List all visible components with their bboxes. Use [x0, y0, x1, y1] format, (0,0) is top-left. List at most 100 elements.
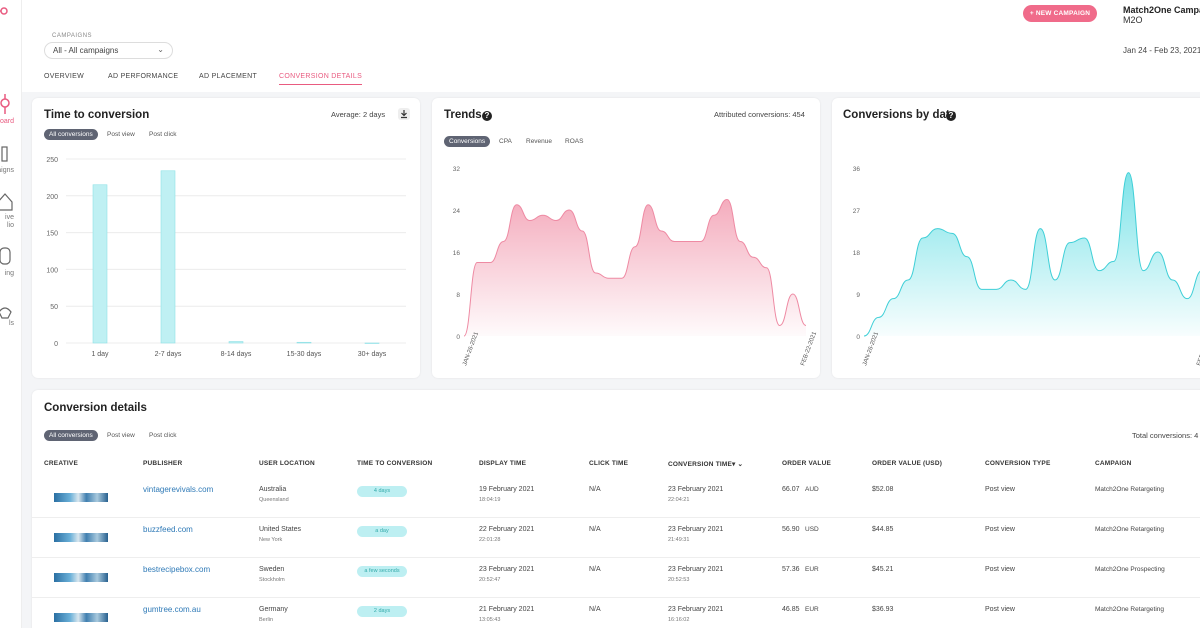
publisher-link[interactable]: gumtree.com.au — [143, 605, 201, 614]
pill-conversions[interactable]: Conversions — [444, 136, 491, 147]
col-campaign: CAMPAIGN — [1095, 460, 1132, 467]
conversion-date: 23 February 2021 — [668, 566, 724, 573]
user-country: United States — [259, 526, 302, 533]
campaigns-label: CAMPAIGNS — [52, 33, 93, 39]
pill-post-click[interactable]: Post click — [149, 432, 177, 439]
tab-overview[interactable]: OVERVIEW — [44, 73, 85, 80]
table-row[interactable]: gumtree.com.au Germany Berlin 2 days 21 Febr… — [32, 598, 1200, 628]
pill-post-click[interactable]: Post click — [149, 131, 177, 138]
user-city: Berlin — [259, 617, 274, 623]
account-name[interactable]: Match2One Campa — [1123, 5, 1200, 15]
pill-post-view[interactable]: Post view — [107, 131, 135, 138]
conversion-details-title: Conversion details — [44, 402, 147, 414]
bar — [160, 170, 176, 344]
campaign-name: Match2One Retargeting — [1095, 486, 1165, 493]
download-icon[interactable] — [398, 108, 410, 120]
sidebar-label-tracking[interactable]: ing — [4, 270, 14, 277]
creative-thumbnail[interactable] — [54, 573, 108, 582]
tools-icon[interactable] — [0, 302, 16, 324]
table-row[interactable]: bestrecipebox.com Sweden Stockholm a few se… — [32, 558, 1200, 598]
display-time: 20:52:47 — [479, 577, 501, 583]
campaign-name: Match2One Retargeting — [1095, 606, 1165, 613]
campaign-select[interactable]: All - All campaigns ⌄ — [44, 42, 173, 59]
order-value: 57.36 — [782, 566, 800, 573]
sidebar-label-creative[interactable]: ive — [5, 214, 14, 221]
y-tick-label: 9 — [856, 292, 860, 299]
creative-thumbnail[interactable] — [54, 533, 108, 542]
user-country: Sweden — [259, 566, 285, 573]
order-value-usd: $45.21 — [872, 566, 894, 573]
conversion-date: 23 February 2021 — [668, 486, 724, 493]
creative-studio-icon[interactable] — [0, 190, 16, 212]
y-tick-label: 18 — [853, 250, 861, 257]
y-tick-label: 8 — [456, 292, 460, 299]
order-value-usd: $52.08 — [872, 486, 894, 493]
tracking-icon[interactable] — [0, 245, 16, 267]
col-conversion-time[interactable]: CONVERSION TIME▾ ⌄ — [668, 461, 744, 468]
y-tick-label: 16 — [453, 250, 461, 257]
col-user-location: USER LOCATION — [259, 460, 315, 467]
trends-title: Trends — [444, 109, 482, 121]
pill-roas[interactable]: ROAS — [565, 138, 584, 145]
pill-all-conversions[interactable]: All conversions — [44, 430, 98, 441]
creative-thumbnail[interactable] — [54, 493, 108, 502]
conversion-time: 20:52:53 — [668, 577, 690, 583]
order-value: 56.90 — [782, 526, 800, 533]
order-value: 46.85 — [782, 606, 800, 613]
publisher-link[interactable]: buzzfeed.com — [143, 525, 193, 534]
series-line — [463, 198, 807, 337]
display-date: 22 February 2021 — [479, 526, 535, 533]
y-tick-label: 250 — [46, 157, 58, 164]
click-time: N/A — [589, 526, 601, 533]
publisher-link[interactable]: vintagerevivals.com — [143, 485, 214, 494]
order-currency: AUD — [805, 486, 819, 493]
col-conversion-type: CONVERSION TYPE — [985, 460, 1051, 467]
click-time: N/A — [589, 486, 601, 493]
order-value-usd: $36.93 — [872, 606, 894, 613]
y-tick-label: 0 — [856, 334, 860, 341]
tab-ad-placement[interactable]: AD PLACEMENT — [199, 73, 258, 80]
order-currency: EUR — [805, 566, 819, 573]
user-city: New York — [259, 537, 283, 543]
sidebar-label-campaigns[interactable]: aigns — [0, 167, 14, 174]
pill-cpa[interactable]: CPA — [499, 138, 512, 145]
new-campaign-button[interactable]: + NEW CAMPAIGN — [1023, 5, 1097, 22]
publisher-link[interactable]: bestrecipebox.com — [143, 565, 211, 574]
tab-conversion-details[interactable]: CONVERSION DETAILS — [279, 73, 363, 85]
attributed-conversions: Attributed conversions: 454 — [714, 110, 805, 119]
y-tick-label: 50 — [50, 304, 58, 311]
table-row[interactable]: vintagerevivals.com Australia Queensland 4 … — [32, 478, 1200, 518]
display-time: 13:05:43 — [479, 617, 501, 623]
time-to-conversion-card: Time to conversion Average: 2 days All c… — [32, 98, 420, 378]
sidebar-label-tools[interactable]: ls — [8, 320, 14, 327]
x-tick-label: 1 day — [91, 351, 109, 358]
conversion-time: 16:16:02 — [668, 617, 690, 623]
pill-revenue[interactable]: Revenue — [526, 138, 553, 145]
order-currency: EUR — [805, 606, 819, 613]
y-tick-label: 100 — [46, 267, 58, 274]
conversions-by-date-card: Conversions by date ? 0 9 18 27 36 JAN-26-202… — [832, 98, 1200, 378]
sidebar-label-dashboard[interactable]: board — [0, 118, 14, 125]
campaign-select-value: All - All campaigns — [53, 46, 119, 55]
y-tick-label: 27 — [853, 208, 861, 215]
time-to-conversion-badge: 2 days — [357, 606, 407, 617]
pill-all-conversions[interactable]: All conversions — [44, 129, 98, 140]
help-icon[interactable]: ? — [946, 111, 956, 121]
tab-ad-performance[interactable]: AD PERFORMANCE — [108, 73, 179, 80]
table-row[interactable]: buzzfeed.com United States New York a day 22… — [32, 518, 1200, 558]
y-tick-label: 36 — [853, 166, 861, 173]
pill-post-view[interactable]: Post view — [107, 432, 135, 439]
x-start-label: JAN-26-2021 — [462, 331, 480, 367]
click-time: N/A — [589, 606, 601, 613]
campaigns-icon[interactable] — [0, 143, 16, 165]
chevron-down-icon: ⌄ — [157, 45, 164, 54]
help-icon[interactable]: ? — [482, 111, 492, 121]
date-range-picker[interactable]: Jan 24 - Feb 23, 2021 — [1123, 46, 1200, 55]
dashboard-icon[interactable] — [0, 94, 16, 116]
series-line — [863, 172, 1200, 337]
sidebar-label-studio[interactable]: lio — [6, 222, 14, 229]
trends-card: Trends ? Attributed conversions: 454 Con… — [432, 98, 820, 378]
time-to-conversion-title: Time to conversion — [44, 109, 150, 121]
creative-thumbnail[interactable] — [54, 613, 108, 622]
